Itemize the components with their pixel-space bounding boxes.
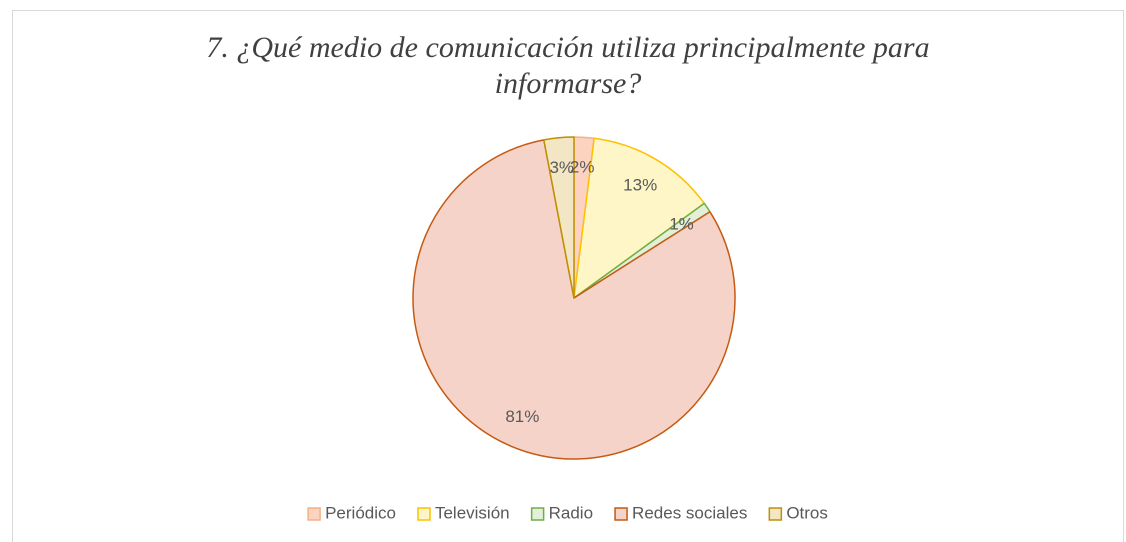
pie-slice	[412, 139, 736, 460]
legend-swatch	[417, 507, 431, 521]
data-label: 1%	[669, 214, 694, 233]
legend-label: Televisión	[435, 503, 510, 522]
data-label: 2%	[570, 158, 595, 177]
data-label: 81%	[505, 407, 539, 426]
pie-slice	[543, 136, 575, 299]
legend-swatch	[614, 507, 628, 521]
legend: Periódico Televisión Radio Redes sociales Ot…	[307, 503, 828, 522]
legend-swatch	[307, 507, 321, 521]
pie-slice	[573, 137, 706, 299]
pie: 2% 13% 1% 81% 3%	[412, 136, 736, 460]
chart-title: 7. ¿Qué medio de comunicación utiliza pr…	[206, 31, 929, 64]
legend-label: Periódico	[325, 503, 396, 522]
legend-label: Radio	[549, 503, 593, 522]
legend-swatch	[530, 507, 545, 521]
legend-swatch	[768, 507, 783, 521]
data-label: 13%	[623, 176, 657, 195]
legend-label: Redes sociales	[632, 503, 747, 522]
data-label: 3%	[549, 158, 574, 177]
chart-title: informarse?	[495, 67, 642, 100]
legend-label: Otros	[786, 503, 828, 522]
